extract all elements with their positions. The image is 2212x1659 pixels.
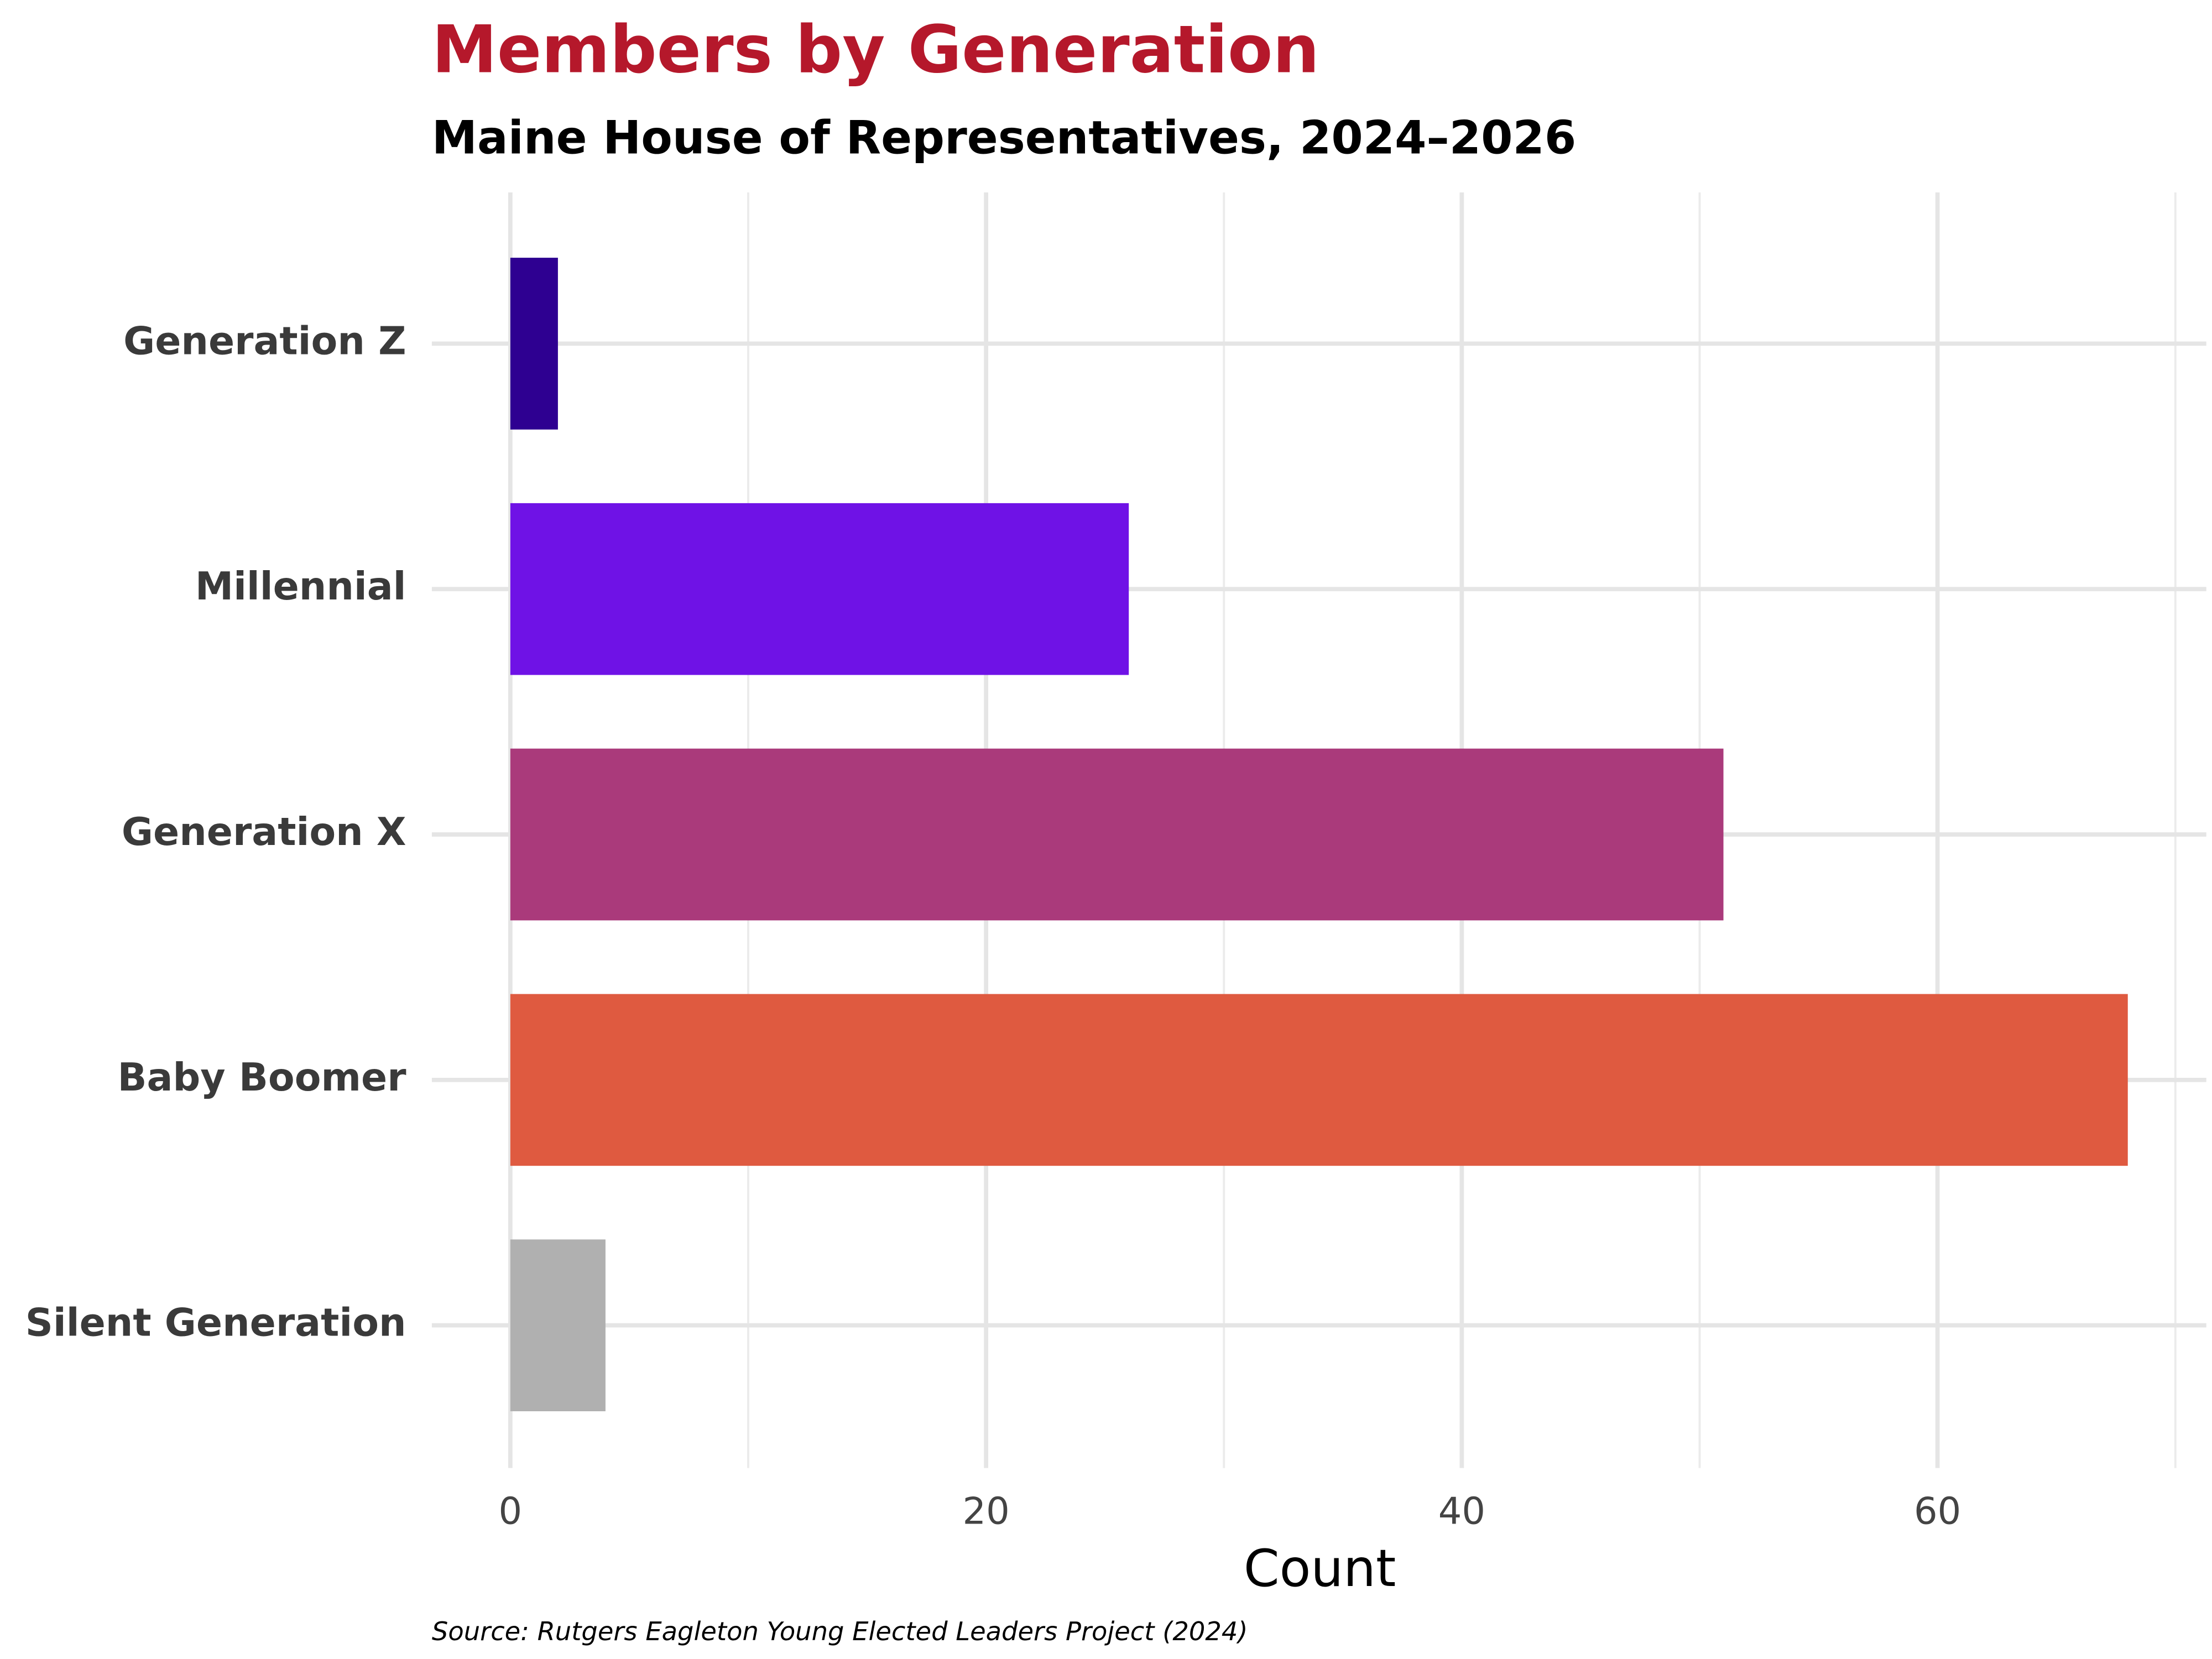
bar [510,503,1129,675]
x-tick-label: 20 [962,1490,1009,1533]
y-tick-label: Generation Z [123,319,406,363]
y-tick-label: Generation X [122,810,406,854]
chart-title: Members by Generation [432,12,1319,88]
y-tick-label: Baby Boomer [118,1055,407,1100]
y-tick-label: Millennial [195,564,406,609]
bar [510,994,2128,1166]
x-axis-label: Count [1244,1538,1396,1598]
y-tick-label: Silent Generation [25,1301,406,1345]
bar [510,1239,606,1411]
bar [510,748,1724,921]
x-tick-label: 40 [1438,1490,1485,1533]
source-note: Source: Rutgers Eagleton Young Elected L… [432,1616,1248,1646]
x-tick-label: 60 [1914,1490,1961,1533]
bars [510,258,2128,1411]
x-tick-label: 0 [499,1490,523,1533]
labels: 0 20 40 60 Generation Z Millennial Generation … [25,319,1961,1532]
chart-subtitle: Maine House of Representatives, 2024–202… [432,112,1576,165]
bar [510,258,558,430]
